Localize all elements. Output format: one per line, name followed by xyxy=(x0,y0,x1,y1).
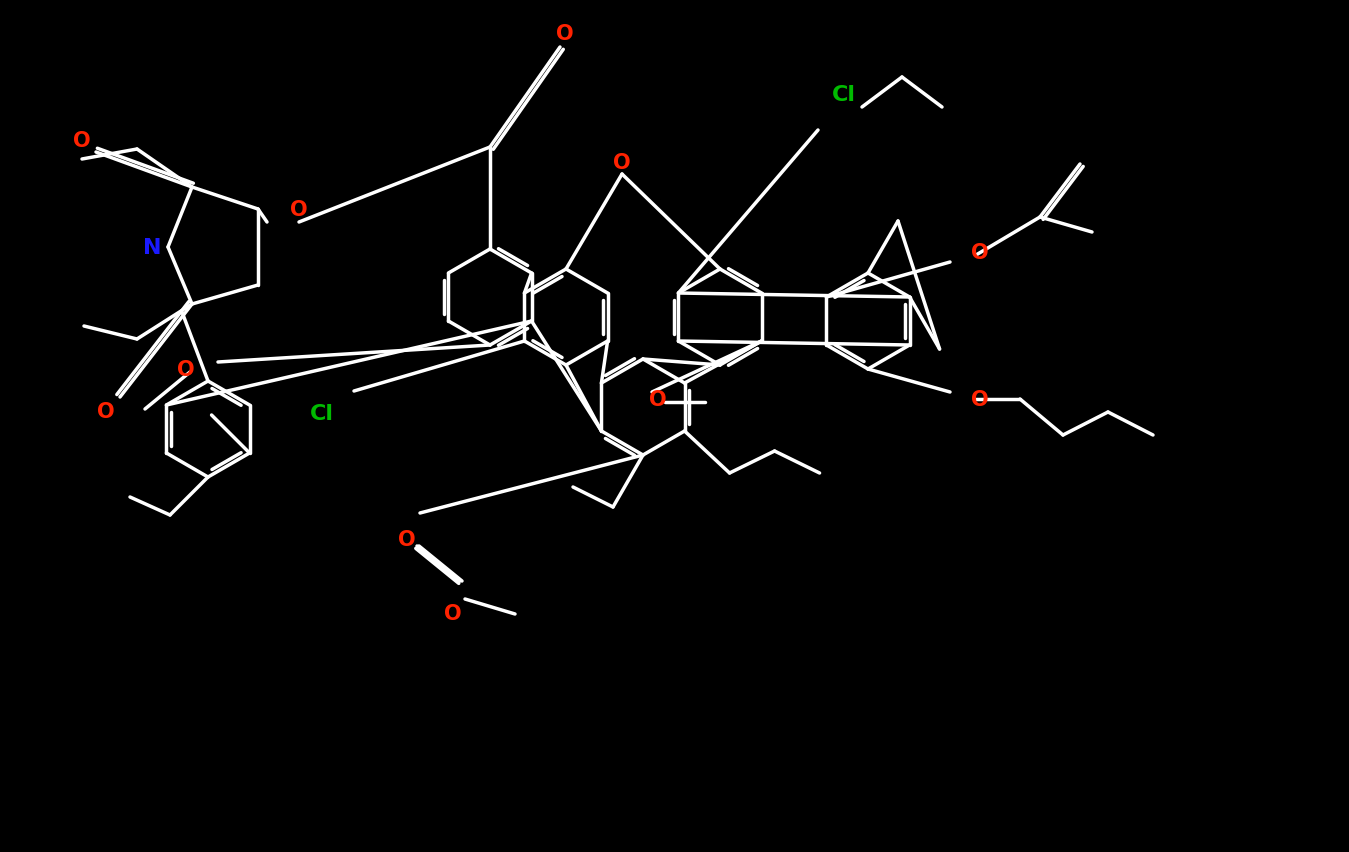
Text: O: O xyxy=(97,401,115,422)
Text: O: O xyxy=(177,360,194,379)
Text: Cl: Cl xyxy=(832,85,857,105)
Text: O: O xyxy=(444,603,461,624)
Text: O: O xyxy=(614,153,631,173)
Text: O: O xyxy=(971,389,989,410)
Text: O: O xyxy=(556,24,573,44)
Text: Cl: Cl xyxy=(310,404,335,423)
Text: O: O xyxy=(398,529,415,550)
Text: O: O xyxy=(649,389,666,410)
Text: N: N xyxy=(143,238,162,257)
Text: O: O xyxy=(290,199,308,220)
Text: O: O xyxy=(73,131,90,151)
Text: O: O xyxy=(971,243,989,262)
